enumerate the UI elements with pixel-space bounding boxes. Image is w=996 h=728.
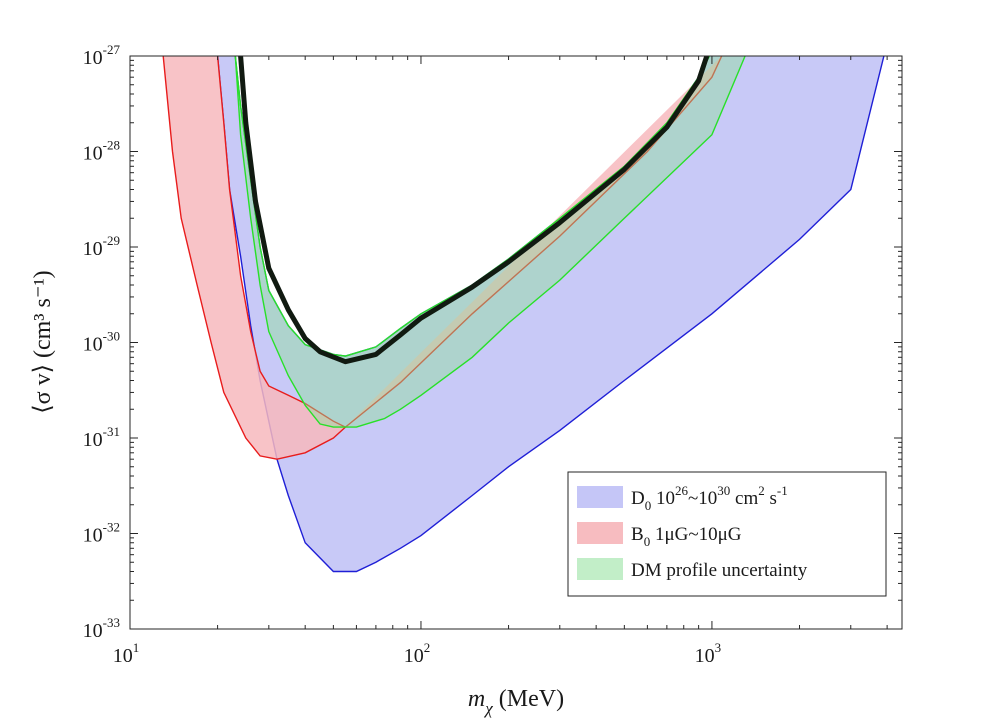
band-lower-edge-1: [216, 56, 885, 573]
y-tick-label: 10-31: [83, 424, 120, 451]
band-fill-3: [235, 56, 746, 428]
central-line-layer: [238, 56, 710, 365]
band-fill-2: [163, 56, 722, 460]
band-upper-edge-2: [216, 56, 346, 428]
legend-entry: B0 1μG~10μG: [631, 524, 742, 549]
x-tick-label: 103: [695, 640, 722, 667]
band-lower-edge-2: [162, 56, 723, 460]
legend-swatch: [577, 522, 623, 544]
x-axis-label: mχ (MeV): [468, 686, 564, 718]
y-tick-label: 10-28: [83, 138, 120, 165]
x-tick-label: 101: [113, 640, 140, 667]
band-fill-1: [217, 56, 884, 572]
y-tick-label: 10-33: [83, 615, 120, 642]
legend-swatch: [577, 486, 623, 508]
y-axis-label: ⟨σ v⟩ (cm³ s⁻¹): [30, 270, 56, 413]
legend-entry: D0 1026~1030 cm2 s-1: [631, 483, 788, 513]
y-tick-label: 10-27: [83, 42, 121, 69]
legend-swatch: [577, 558, 623, 580]
y-tick-label: 10-32: [83, 520, 120, 547]
central-line: [238, 56, 710, 365]
band-lower-edge-3: [234, 56, 746, 428]
y-tick-label: 10-30: [83, 329, 120, 356]
x-tick-labels: 101 102 103: [113, 640, 721, 667]
y-tick-label: 10-29: [83, 233, 120, 260]
bands-layer: [162, 56, 885, 573]
legend: D0 1026~1030 cm2 s-1 B0 1μG~10μG DM profil…: [567, 471, 887, 597]
legend-entry: DM profile uncertainty: [631, 560, 808, 581]
y-tick-labels: 10-27 10-28 10-29 10-30 10-31 10-32 10-33: [83, 42, 121, 642]
x-tick-label: 102: [404, 640, 431, 667]
plot-frame: [129, 55, 903, 630]
